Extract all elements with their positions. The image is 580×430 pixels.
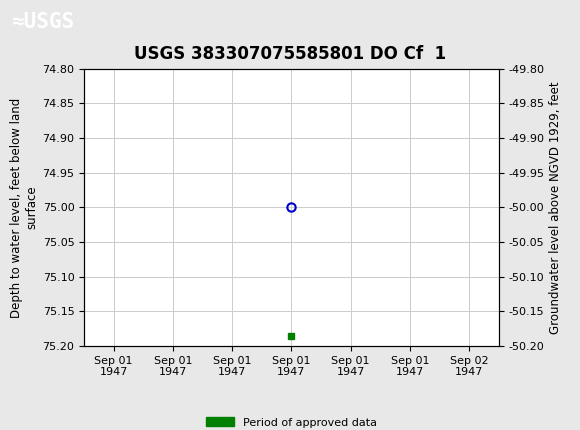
Text: ≈USGS: ≈USGS — [12, 12, 75, 31]
Y-axis label: Groundwater level above NGVD 1929, feet: Groundwater level above NGVD 1929, feet — [549, 81, 561, 334]
Text: USGS 383307075585801 DO Cf  1: USGS 383307075585801 DO Cf 1 — [134, 45, 446, 63]
Legend: Period of approved data: Period of approved data — [202, 413, 381, 430]
Y-axis label: Depth to water level, feet below land
surface: Depth to water level, feet below land su… — [10, 97, 38, 318]
